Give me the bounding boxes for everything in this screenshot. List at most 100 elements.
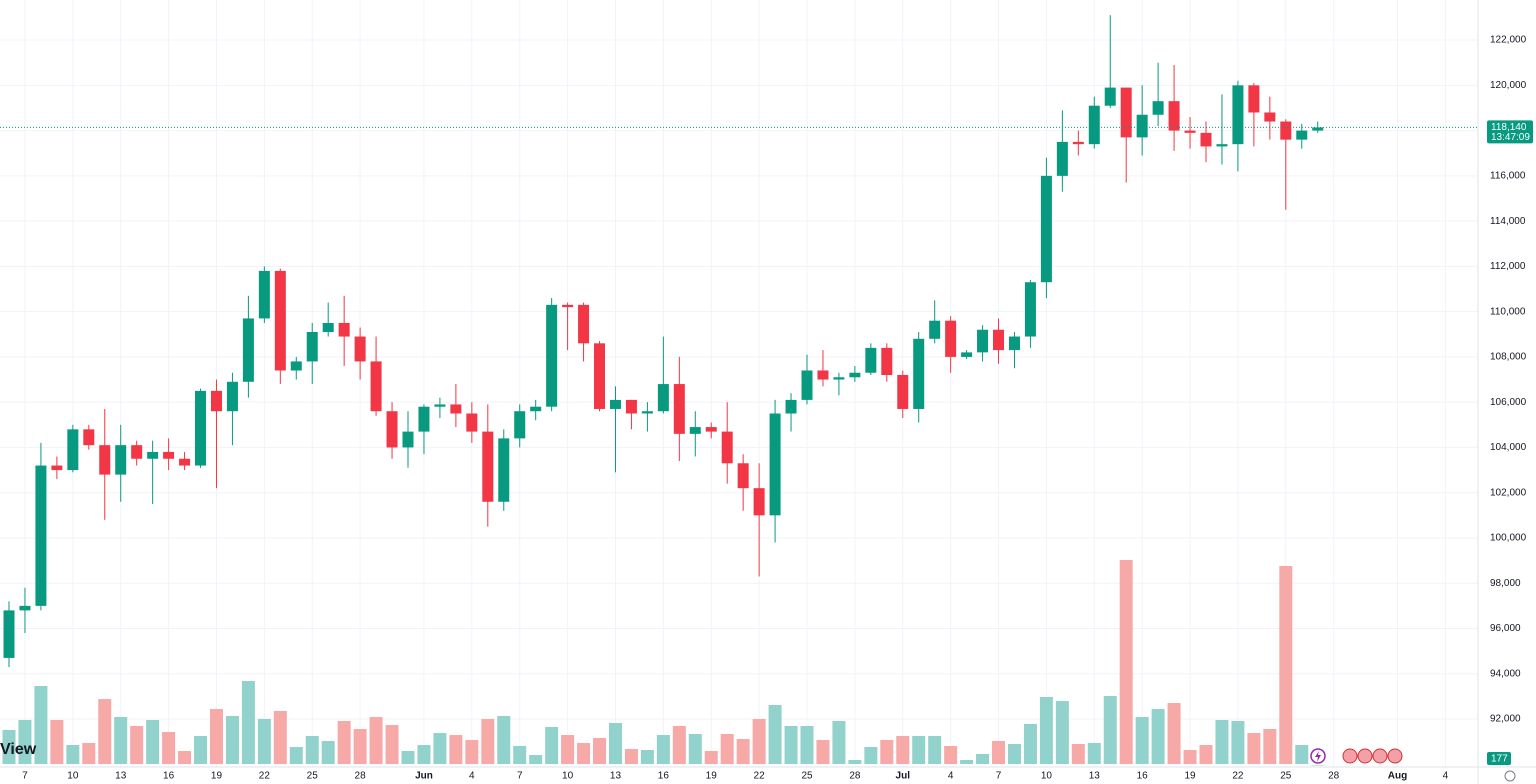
volume-bar: [18, 720, 32, 764]
settings-icon[interactable]: [1504, 770, 1516, 782]
volume-bar: [1087, 743, 1101, 764]
volume-bar: [66, 745, 80, 764]
candle-body: [721, 431, 733, 464]
candle-body: [961, 352, 973, 357]
volume-bar: [82, 743, 96, 764]
event-flag[interactable]: [1387, 748, 1403, 764]
volume-bar: [1119, 560, 1133, 764]
volume-bar: [225, 716, 239, 764]
candle-body: [1040, 175, 1052, 283]
x-tick-label: 22: [1232, 771, 1244, 782]
candle-body: [338, 322, 350, 337]
volume-bar: [1023, 724, 1037, 764]
x-tick-label: Aug: [1388, 771, 1407, 782]
candle-body: [179, 458, 191, 466]
volume-bar: [130, 726, 144, 764]
candle-body: [1008, 336, 1020, 351]
x-tick-label: 19: [1184, 771, 1196, 782]
x-tick-label: Jul: [896, 771, 911, 782]
volume-bar: [1055, 701, 1069, 764]
candle-body: [290, 361, 302, 371]
candle-body: [1280, 121, 1292, 140]
candle-body: [1072, 141, 1084, 145]
candle-body: [881, 347, 893, 376]
x-tick-label: 22: [754, 771, 766, 782]
volume-bar: [385, 725, 399, 764]
y-tick-label: 98,000: [1490, 578, 1521, 589]
volume-bar: [353, 729, 367, 764]
y-tick-label: 92,000: [1490, 714, 1521, 725]
x-tick-label: 10: [562, 771, 574, 782]
volume-bar: [880, 740, 894, 764]
event-flag[interactable]: [1357, 748, 1373, 764]
candle-body: [1248, 85, 1260, 113]
volume-bar: [321, 741, 335, 764]
volume-bar: [401, 751, 415, 764]
volume-bar: [784, 726, 798, 764]
volume-bar: [1247, 733, 1261, 764]
volume-bar: [720, 734, 734, 764]
candle-body: [673, 384, 685, 434]
volume-bar: [672, 726, 686, 764]
candle-body: [163, 451, 175, 459]
volume-bar: [1263, 729, 1277, 764]
candle-body: [418, 406, 430, 432]
candles: [3, 15, 1324, 667]
volume-bar: [928, 736, 942, 764]
volume-bar: [98, 699, 112, 764]
volume-pane: [2, 560, 1325, 766]
volume-bar: [209, 709, 223, 764]
candle-body: [594, 343, 606, 409]
volume-bar: [146, 720, 160, 764]
candle-body: [402, 431, 414, 448]
volume-tag-label: 177: [1491, 754, 1508, 765]
countdown-label: 13:47:09: [1491, 132, 1530, 143]
x-tick-label: 10: [1041, 771, 1053, 782]
volume-bar: [545, 727, 559, 764]
event-flag[interactable]: [1342, 748, 1358, 764]
volume-bar: [1135, 717, 1149, 764]
lightning-glyph: [1315, 751, 1321, 762]
volume-bar: [34, 686, 48, 764]
volume-bar: [593, 738, 607, 764]
candle-body: [1168, 101, 1180, 131]
candle-body: [641, 411, 653, 414]
x-tick-label: 16: [1137, 771, 1149, 782]
volume-bar: [162, 732, 176, 764]
event-flag[interactable]: [1372, 748, 1388, 764]
volume-bar: [513, 746, 527, 764]
volume-bar: [369, 717, 383, 764]
candle-body: [1024, 282, 1036, 337]
candle-body: [817, 370, 829, 380]
volume-bar: [178, 751, 192, 764]
x-tick-label: 25: [307, 771, 319, 782]
candle-body: [530, 406, 542, 412]
candle-body: [1136, 114, 1148, 138]
volume-bar: [1167, 703, 1181, 764]
x-tick-label: 13: [1089, 771, 1101, 782]
volume-bar: [273, 711, 287, 764]
x-tick-label: 19: [211, 771, 223, 782]
x-tick-label: 7: [996, 771, 1002, 782]
volume-bar: [257, 719, 271, 764]
volume-bar: [976, 754, 990, 764]
volume-bar: [1071, 744, 1085, 764]
candle-body: [945, 320, 957, 357]
volume-bar: [2, 730, 16, 764]
price-tag: [1487, 120, 1533, 144]
x-tick-label: 28: [1328, 771, 1340, 782]
candle-body: [562, 304, 574, 308]
volume-bar: [1279, 566, 1293, 764]
candle-body: [785, 399, 797, 414]
volume-bar: [337, 721, 351, 764]
candle-body: [929, 320, 941, 339]
volume-bar: [1199, 745, 1213, 764]
y-tick-label: 120,000: [1490, 80, 1527, 91]
candle-body: [274, 270, 286, 371]
candle-body: [482, 431, 494, 502]
candle-body: [1216, 144, 1228, 147]
candle-body: [466, 413, 478, 432]
volume-bar: [50, 720, 64, 764]
volume-bar: [912, 736, 926, 764]
